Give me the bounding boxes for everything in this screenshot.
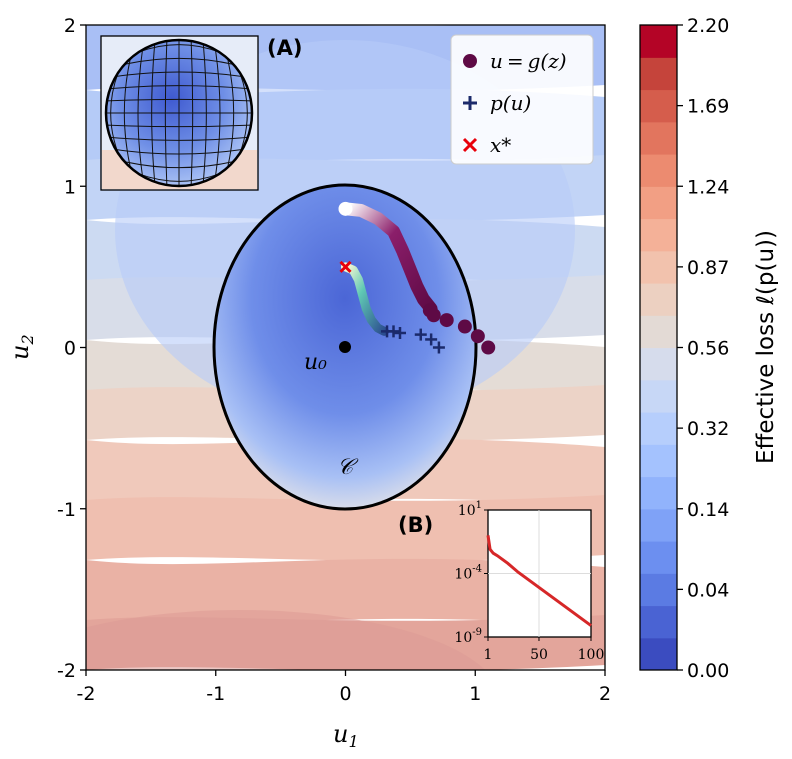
constraint-set-boundary [212, 183, 478, 511]
main-axis-ticks: -2 -1 0 1 2 -2 -1 0 1 2 [57, 15, 611, 705]
x-axis-label: u1 [333, 720, 359, 751]
ugz-point [426, 308, 441, 323]
colorbar-band [640, 541, 677, 574]
colorbar-band [640, 218, 677, 252]
colorbar-ticks: 0.00 0.04 0.14 0.32 0.56 0.87 1.24 1.69 2.20 [677, 15, 729, 682]
ugz-point [481, 340, 496, 355]
x-tick-label: -2 [77, 683, 96, 705]
inset-b-loss-line [486, 535, 592, 627]
y-tick-label: -2 [57, 660, 76, 682]
inset-b-grid [488, 510, 591, 637]
colorbar-tick-label: 0.14 [687, 499, 729, 521]
y-tick-label: 1 [64, 176, 76, 198]
colorbar-band [640, 476, 677, 510]
colorbar-band [640, 250, 677, 284]
colorbar-band [640, 57, 677, 91]
legend-marker-pu [463, 96, 477, 110]
colorbar-band [640, 283, 677, 316]
colorbar-tick-label: 2.20 [687, 15, 729, 37]
y-tick-label: 0 [64, 338, 76, 360]
legend-box [450, 34, 594, 165]
x-tick-label: 1 [469, 683, 481, 705]
colorbar-band [640, 25, 677, 58]
inset-b-x-tick-label: 1 [484, 647, 493, 663]
inset-b-x-tick-label: 100 [578, 647, 605, 663]
sphere-latitude [107, 124, 251, 128]
start-point-u0 [339, 341, 351, 353]
sphere-latitude [138, 173, 220, 182]
colorbar-band [640, 315, 677, 349]
x-tick-label: -1 [206, 683, 225, 705]
inset-a: (A) [100, 35, 302, 191]
colorbar-label: Effective loss ℓ(p(u)) [753, 230, 779, 464]
pu-point [425, 333, 438, 346]
sphere-longitude [190, 41, 194, 185]
pu-point [432, 341, 445, 354]
x-tick-label: 2 [599, 683, 611, 705]
colorbar-band [640, 605, 677, 639]
colorbar-band [640, 508, 677, 542]
legend-label-xstar: x* [490, 133, 511, 157]
colorbar-band [640, 121, 677, 155]
ugz-start-point [338, 201, 353, 216]
colorbar-tick-label: 0.32 [687, 418, 729, 440]
x-tick-label: 0 [339, 683, 351, 705]
colorbar-band [640, 89, 677, 123]
y-axis-label: u2 [6, 334, 37, 360]
pu-point [414, 328, 427, 341]
sphere-longitude [239, 72, 248, 154]
colorbar-tick-label: 0.00 [687, 660, 729, 682]
y-tick-label: 2 [64, 15, 76, 37]
legend-marker-xstar [462, 137, 478, 153]
y-tick-label: -1 [57, 499, 76, 521]
pu-point [393, 326, 406, 339]
sphere-longitude [227, 58, 235, 168]
colorbar-tick-label: 0.87 [687, 257, 729, 279]
inset-b-label: (B) [398, 513, 433, 537]
colorbar-band [640, 412, 677, 445]
legend-label-pu: p(u) [490, 91, 531, 115]
pu-trail [341, 262, 389, 336]
legend-marker-ugz [463, 54, 477, 68]
xstar-marker [339, 260, 352, 273]
ugz-point [439, 313, 454, 328]
legend: u = g(z) p(u) x* [450, 34, 594, 165]
contour-band [86, 495, 605, 561]
trajectories [338, 201, 496, 355]
colorbar-tick-label: 1.69 [687, 96, 729, 118]
colorbar-bands [640, 25, 677, 670]
colorbar-tick-label: 1.24 [687, 176, 729, 198]
contour-band [86, 558, 605, 627]
sphere-latitude [124, 161, 234, 169]
colorbar-band [640, 573, 677, 607]
sphere-outline [104, 38, 254, 188]
colorbar-tick-label: 0.56 [687, 338, 729, 360]
pu-point [387, 325, 400, 338]
colorbar-band [640, 186, 677, 220]
sphere-grid [106, 40, 252, 186]
colorbar-tick-label: 0.04 [687, 579, 729, 601]
ugz-point [457, 319, 472, 334]
legend-label-ugz: u = g(z) [490, 49, 567, 73]
sphere-longitude [215, 49, 221, 177]
colorbar: 0.00 0.04 0.14 0.32 0.56 0.87 1.24 1.69 2.20 Eff… [639, 15, 779, 682]
ugz-point [470, 329, 485, 344]
colorbar-band [640, 444, 677, 478]
colorbar-band [640, 379, 677, 413]
start-point-label: u₀ [304, 350, 327, 375]
inset-a-label: (A) [267, 36, 302, 60]
ugz-trail [339, 202, 438, 316]
contour-band [86, 610, 486, 670]
inset-b-x-tick-label: 50 [530, 647, 548, 663]
colorbar-band [640, 637, 677, 670]
colorbar-band [640, 347, 677, 381]
colorbar-band [640, 154, 677, 187]
sphere-latitude [115, 149, 243, 155]
